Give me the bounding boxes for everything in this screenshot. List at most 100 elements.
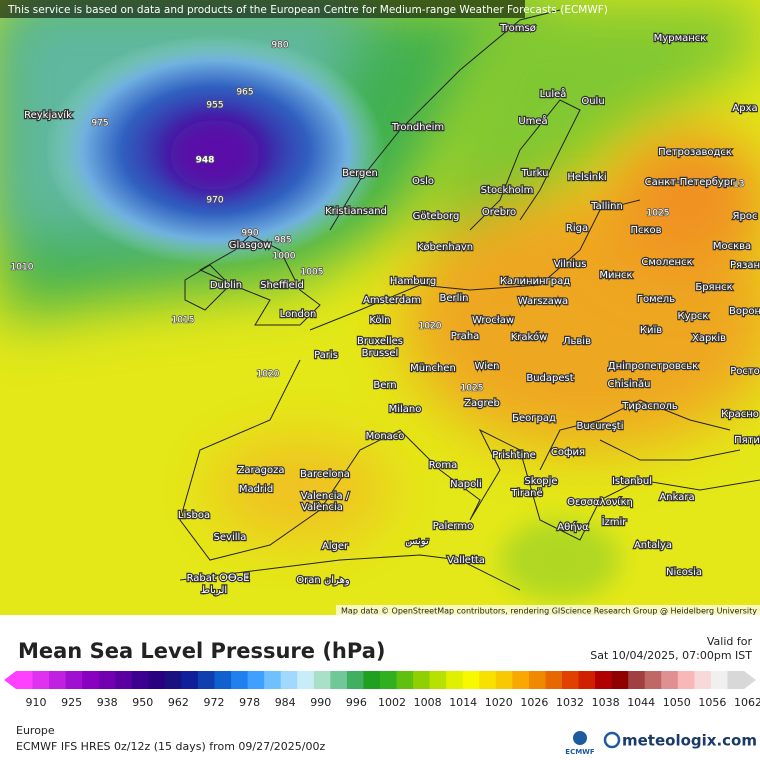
- banner-bg: [0, 0, 525, 18]
- legend-title: Mean Sea Level Pressure (hPa): [18, 639, 385, 663]
- city-label: Пяти: [734, 435, 760, 446]
- city-label: València: [301, 501, 343, 513]
- city-label: Sheffield: [260, 280, 304, 291]
- isobar-label: 1025: [461, 384, 484, 394]
- colorbar-swatch: [611, 671, 629, 689]
- city-label: Београд: [512, 413, 556, 424]
- isobar-label: 970: [206, 196, 223, 206]
- city-label: Ярос: [733, 211, 758, 222]
- high-pressure-east: [610, 130, 760, 270]
- colorbar-tick-label: 984: [275, 696, 296, 709]
- isobar-label: 1025: [647, 209, 670, 219]
- city-label: Nicosia: [666, 567, 702, 578]
- city-label: Ankara: [659, 492, 694, 503]
- colorbar-swatch: [32, 671, 50, 689]
- isobar-label: 1000: [273, 252, 296, 262]
- city-label: Istanbul: [612, 476, 652, 487]
- city-labels: Reykjavík Tromsø Мурманск Luleå Oulu Арха Tron…: [23, 22, 760, 597]
- city-label: Milano: [389, 404, 422, 415]
- colorbar-swatch: [198, 671, 216, 689]
- colorbar-swatch: [82, 671, 100, 689]
- city-label: Berlin: [439, 293, 468, 304]
- city-label: Valletta: [447, 555, 485, 566]
- colorbar-swatch: [214, 671, 232, 689]
- city-label: Prishtine: [492, 450, 535, 461]
- city-label: Тирасполь: [621, 401, 678, 412]
- city-label: Kraków: [511, 331, 548, 343]
- city-label: Bergen: [342, 168, 378, 179]
- colorbar-tick-label: 1062: [734, 696, 760, 709]
- colorbar-tick-label: 978: [239, 696, 260, 709]
- city-label: Петрозаводск: [658, 147, 732, 158]
- colorbar-swatch: [380, 671, 398, 689]
- colorbar-arrow-right: [744, 671, 756, 689]
- colorbar-swatch: [98, 671, 116, 689]
- city-label: Budapest: [526, 373, 573, 384]
- city-label: Glasgow: [229, 240, 272, 251]
- colorbar-swatch: [562, 671, 580, 689]
- colorbar-tick-label: 1056: [698, 696, 726, 709]
- coast-north: [309, 199, 641, 331]
- colorbar-swatch: [164, 671, 182, 689]
- colorbar-tick-label: 1050: [663, 696, 691, 709]
- colorbar-tick-label: 925: [61, 696, 82, 709]
- isobar-label: 1020: [257, 370, 280, 380]
- pressure-lightgreen: [420, 0, 760, 260]
- city-label: Θεσσαλονίκη: [567, 496, 633, 508]
- colorbar-swatch: [131, 671, 149, 689]
- colorbar-tick-label: 1008: [414, 696, 442, 709]
- colorbar-swatch: [363, 671, 381, 689]
- city-label: Orebro: [482, 207, 516, 218]
- colorbar-swatch: [545, 671, 563, 689]
- colorbar-tick-label: 1026: [520, 696, 548, 709]
- colorbar-swatch: [495, 671, 513, 689]
- colorbar-swatch: [297, 671, 315, 689]
- colorbar-tick-label: 990: [310, 696, 331, 709]
- model-info: ECMWF IFS HRES 0z/12z (15 days) from 09/…: [16, 740, 326, 753]
- attribution-bg: [336, 605, 760, 616]
- colorbar-tick-label: 996: [346, 696, 367, 709]
- isobar-labels: 948 980 970 965 955 990 985 975 1000 1005 1010 1015…: [10, 40, 745, 395]
- city-label: Warszawa: [518, 296, 568, 307]
- city-label: Красно: [721, 409, 759, 420]
- region: Europe: [16, 724, 55, 737]
- colorbar-swatch: [313, 671, 331, 689]
- city-label: Oulu: [581, 96, 604, 107]
- city-label: Bruxelles: [357, 336, 403, 347]
- isobar-label: 980: [271, 41, 288, 51]
- isobar-label: 955: [206, 101, 223, 111]
- city-label: Oslo: [412, 176, 434, 187]
- city-label: Москва: [713, 241, 751, 252]
- city-label: Kristiansand: [325, 206, 387, 217]
- banner: This service is based on data and produc…: [7, 4, 608, 16]
- city-label: Göteborg: [413, 211, 460, 222]
- city-label: Skopje: [524, 476, 557, 487]
- colorbar: 910 925 938 950 962 972 978 984 990 996 1002 1008 10…: [4, 671, 760, 709]
- city-label: Αθήνα: [557, 521, 589, 533]
- coast-ireland: [184, 264, 231, 311]
- city-label: Oran وهران: [296, 575, 350, 586]
- city-label: İzmir: [602, 515, 628, 528]
- isobar-label: 1005: [301, 268, 324, 278]
- city-label: Monaco: [366, 431, 405, 442]
- site-logo[interactable]: meteologix.com: [622, 732, 757, 750]
- colorbar-swatch: [661, 671, 679, 689]
- low-core: [170, 120, 260, 190]
- colorbar-arrow-left: [4, 671, 16, 689]
- coast-south: [179, 359, 760, 561]
- attribution[interactable]: Map data © OpenStreetMap contributors, r…: [341, 607, 757, 616]
- colorbar-tick-label: 910: [26, 696, 47, 709]
- city-label: Tiranë: [510, 488, 542, 499]
- colorbar-tick-label: 1014: [449, 696, 477, 709]
- city-label: København: [417, 242, 473, 253]
- isobar-label: 1010: [11, 263, 34, 273]
- city-label: Tromsø: [499, 23, 536, 34]
- colorbar-swatch: [727, 671, 745, 689]
- city-label: Lisboa: [178, 510, 210, 521]
- city-label: Dublin: [210, 280, 242, 291]
- coast-blacksea: [539, 399, 741, 471]
- city-label: Wrocław: [472, 315, 514, 326]
- city-label: Trondheim: [391, 122, 444, 133]
